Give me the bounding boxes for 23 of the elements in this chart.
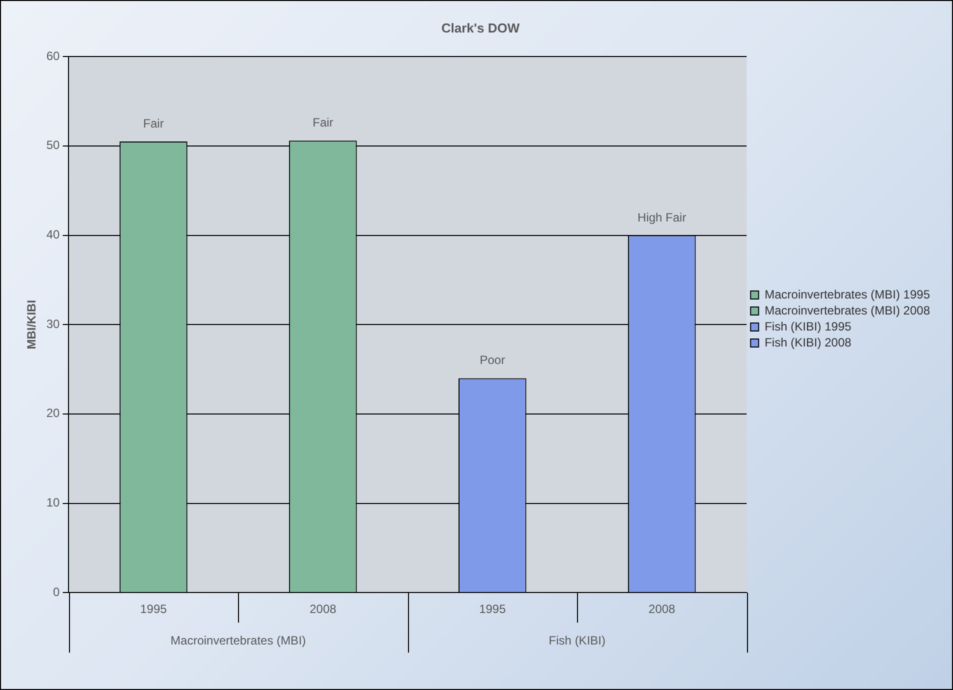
- text: Fish (KIBI): [548, 634, 606, 648]
- x-tick-label: 1995: [479, 602, 506, 616]
- legend-label: Macroinvertebrates (MBI) 2008: [764, 303, 930, 318]
- y-axis-title: MBI/KIBI: [24, 300, 39, 350]
- y-tick-label: 20: [46, 406, 60, 420]
- data-label: Fair: [143, 116, 164, 130]
- x-tick-label: 2008: [310, 602, 337, 616]
- data-label: Poor: [480, 353, 506, 368]
- y-tick-label: 0: [53, 584, 60, 599]
- legend-label: Macroinvertebrates (MBI) 1995: [764, 287, 930, 302]
- y-tick-label: 50: [46, 138, 60, 152]
- legend-label: Fish (KIBI) 1995: [764, 319, 852, 334]
- y-tick-label: 60: [46, 48, 60, 63]
- legend-label: Fish (KIBI) 2008: [764, 335, 852, 350]
- data-label: High Fair: [638, 210, 686, 224]
- y-tick-label: 40: [46, 228, 60, 242]
- chart-title: Clark's DOW: [441, 20, 520, 36]
- text: Macroinvertebrates (MBI): [170, 634, 306, 648]
- y-tick-label: 30: [46, 316, 60, 331]
- y-tick-label: 10: [46, 496, 60, 510]
- data-label: Fair: [312, 116, 334, 130]
- x-tick-label: 2008: [648, 602, 676, 616]
- x-tick-label: 1995: [140, 602, 168, 616]
